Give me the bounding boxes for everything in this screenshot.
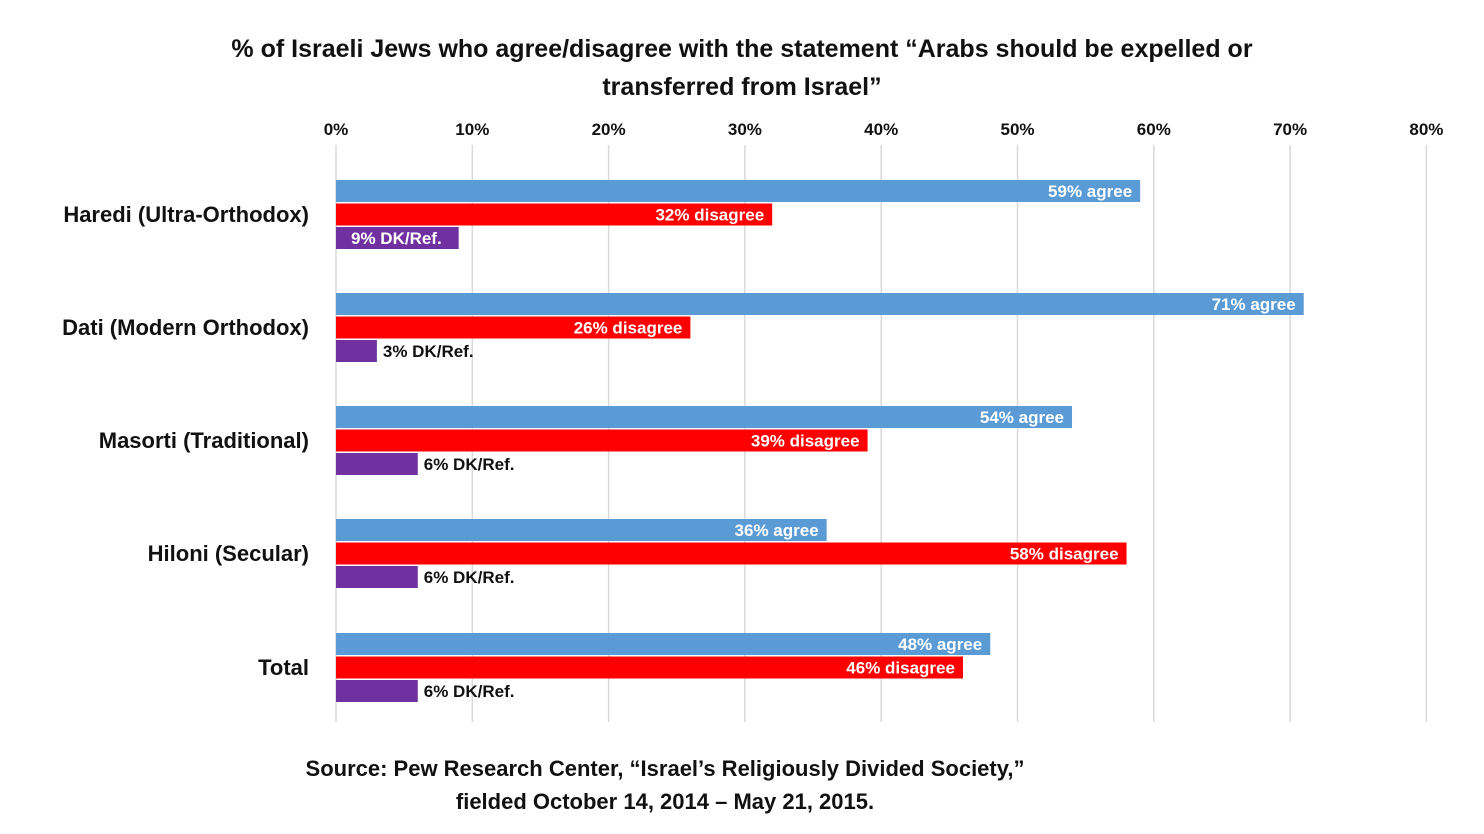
category-label-3: Hiloni (Secular)	[148, 541, 309, 566]
x-tick-label-20: 20%	[592, 120, 626, 139]
x-tick-label-0: 0%	[324, 120, 349, 139]
data-label-agree-2: 54% agree	[980, 408, 1064, 427]
source-line-2: fielded October 14, 2014 – May 21, 2015.	[455, 789, 875, 814]
bar-dk_ref-0	[336, 227, 459, 249]
bar-agree-2	[336, 406, 1073, 428]
category-label-0: Haredi (Ultra-Orthodox)	[63, 202, 309, 227]
source-line-1: Source: Pew Research Center, “Israel’s R…	[305, 756, 1025, 781]
bar-agree-1	[336, 293, 1304, 315]
data-label-agree-4: 48% agree	[898, 635, 982, 654]
x-tick-label-40: 40%	[864, 120, 898, 139]
category-label-1: Dati (Modern Orthodox)	[62, 315, 309, 340]
data-label-dk_ref-0: 9% DK/Ref.	[351, 229, 442, 248]
x-tick-label-30: 30%	[728, 120, 762, 139]
bar-disagree-2	[336, 429, 868, 452]
bar-disagree-0	[336, 203, 773, 226]
bar-disagree-3	[336, 542, 1127, 565]
data-label-disagree-1: 26% disagree	[574, 319, 683, 338]
data-label-dk_ref-3: 6% DK/Ref.	[424, 568, 515, 587]
chart-title: % of Israeli Jews who agree/disagree wit…	[0, 30, 1484, 106]
bar-dk_ref-1	[336, 340, 377, 362]
x-tick-label-60: 60%	[1137, 120, 1171, 139]
bar-agree-3	[336, 519, 827, 541]
bar-dk_ref-4	[336, 680, 418, 702]
bar-dk_ref-2	[336, 453, 418, 475]
chart-source-note: Source: Pew Research Center, “Israel’s R…	[0, 752, 1330, 818]
data-label-dk_ref-4: 6% DK/Ref.	[424, 682, 515, 701]
bar-agree-4	[336, 633, 991, 655]
x-tick-label-50: 50%	[1000, 120, 1034, 139]
category-labels: Haredi (Ultra-Orthodox) Dati (Modern Orth…	[62, 202, 309, 680]
bar-agree-0	[336, 180, 1141, 202]
x-tick-label-70: 70%	[1273, 120, 1307, 139]
data-label-agree-1: 71% agree	[1212, 295, 1296, 314]
data-label-disagree-0: 32% disagree	[655, 206, 764, 225]
data-label-dk_ref-1: 3% DK/Ref.	[383, 342, 474, 361]
data-label-agree-3: 36% agree	[735, 521, 819, 540]
data-label-dk_ref-2: 6% DK/Ref.	[424, 455, 515, 474]
category-label-4: Total	[258, 655, 309, 680]
bar-dk_ref-3	[336, 566, 418, 588]
data-label-agree-0: 59% agree	[1048, 182, 1132, 201]
data-label-disagree-2: 39% disagree	[751, 432, 860, 451]
chart-title-line-1: % of Israeli Jews who agree/disagree wit…	[231, 35, 1253, 63]
data-label-disagree-4: 46% disagree	[846, 659, 955, 678]
data-label-disagree-3: 58% disagree	[1010, 545, 1119, 564]
bars: 59% agree 32% disagree 9% DK/Ref. 71% agree…	[336, 180, 1304, 702]
x-tick-label-10: 10%	[455, 120, 489, 139]
category-label-2: Masorti (Traditional)	[99, 428, 309, 453]
bar-disagree-1	[336, 316, 691, 339]
x-tick-label-80: 80%	[1409, 120, 1443, 139]
bar-disagree-4	[336, 656, 963, 679]
x-axis-ticks: 0% 10% 20% 30% 40% 50% 60% 70% 80%	[324, 120, 1444, 139]
chart-title-line-2: transferred from Israel”	[602, 73, 882, 101]
